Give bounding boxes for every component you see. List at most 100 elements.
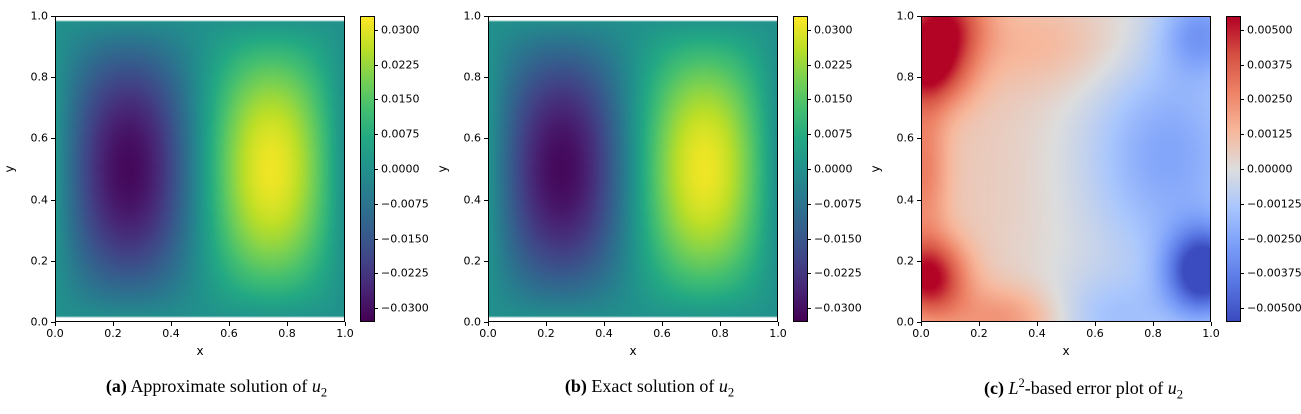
y-tick-label: 0.0 [463,315,482,329]
colorbar-tick-mark [375,99,378,101]
x-tick-mark [345,322,346,326]
y-tick-mark [51,260,55,262]
caption-var: u [1167,378,1177,398]
colorbar-tick-mark [375,308,378,310]
caption-var: u [311,376,321,396]
x-tick-label: 0.4 [162,327,180,340]
y-tick-label: 0.6 [896,131,915,145]
x-tick-mark [55,322,56,326]
x-tick-mark [229,322,230,326]
x-tick-mark [604,322,605,326]
y-tick-label: 0.2 [30,254,49,268]
x-tick-mark [546,322,547,326]
colorbar-tick-label: −0.00125 [1247,197,1301,211]
colorbar-tick-label: −0.00375 [1247,266,1301,280]
y-tick-label: 1.0 [463,9,482,23]
y-tick-label: 0.6 [30,131,49,145]
x-tick-label: 0.6 [220,327,238,340]
colorbar-tick-mark [375,169,378,170]
x-tick-label: 0.4 [595,327,613,340]
colorbar-canvas [1227,17,1240,321]
colorbar-tick-mark [375,29,378,31]
x-tick-mark [662,322,663,326]
colorbar-tick-label: −0.0150 [381,232,429,246]
heatmap-canvas [56,17,344,321]
x-tick-mark [287,322,288,326]
x-tick-mark [979,322,980,326]
colorbar-tick-label: 0.0300 [814,23,853,37]
colorbar-tick-label: −0.0075 [814,197,862,211]
x-tick-label: 0.0 [912,327,930,340]
y-tick-label: 0.4 [463,193,482,207]
colorbar-tick-label: 0.0075 [381,127,420,141]
colorbar-tick-mark [1241,203,1244,205]
y-axis-label: y [868,165,883,173]
x-tick-label: 0.8 [711,327,729,340]
x-axis-label: x [196,344,204,358]
caption-text: Exact solution of [591,376,715,396]
colorbar-tick-mark [1241,308,1244,310]
colorbar [1226,16,1241,322]
y-tick-label: 0.0 [30,315,49,329]
colorbar-tick-label: 0.0150 [814,92,853,106]
x-tick-label: 0.6 [653,327,671,340]
x-tick-label: 0.4 [1028,327,1046,340]
caption-text: Approximate solution of [130,376,308,396]
colorbar-tick-mark [808,64,811,66]
x-tick-mark [1211,322,1212,326]
caption-text: -based error plot of [1024,378,1164,398]
y-tick-label: 0.2 [896,254,915,268]
caption-label: (b) [564,376,587,396]
x-tick-mark [1095,322,1096,326]
colorbar-tick-label: 0.0225 [814,58,853,72]
colorbar-tick-label: 0.00000 [1247,162,1293,176]
colorbar-tick-mark [375,134,378,136]
colorbar-tick-label: −0.0225 [381,266,429,280]
x-tick-label: 0.2 [537,327,555,340]
y-tick-mark [484,77,488,79]
panel-exact-solution: y 0.0 0.2 0.4 0.6 0.8 1.0 0.0 0.2 0.4 0.6 0.8 1.0 … [433,0,866,414]
panel-approximate-solution: y 0.0 0.2 0.4 0.6 0.8 1.0 0.0 0.2 0.4 0.6 0.8 1.0 … [0,0,433,414]
colorbar-tick-label: 0.00500 [1247,23,1293,37]
y-tick-mark [51,322,55,323]
y-tick-label: 1.0 [30,9,49,23]
y-tick-label: 0.6 [463,131,482,145]
colorbar-tick-mark [1241,169,1244,170]
y-tick-mark [917,322,921,323]
y-tick-mark [51,199,55,201]
axes-frame [921,16,1211,322]
y-tick-label: 0.0 [896,315,915,329]
axes-frame [55,16,345,322]
y-tick-mark [484,138,488,140]
colorbar-tick-mark [375,273,378,275]
colorbar-tick-label: 0.00250 [1247,92,1293,106]
colorbar-tick-label: 0.0075 [814,127,853,141]
caption-var-sub: 2 [1176,387,1184,402]
axes-frame [488,16,778,322]
panel-error-plot: y 0.0 0.2 0.4 0.6 0.8 1.0 0.0 0.2 0.4 0.6 0.8 1.0 … [866,0,1301,414]
colorbar-tick-mark [1241,273,1244,275]
x-tick-label: 0.0 [46,327,64,340]
x-tick-mark [171,322,172,326]
y-axis-label: y [435,165,450,173]
colorbar-tick-mark [375,64,378,66]
y-tick-mark [917,77,921,79]
y-tick-mark [484,16,488,17]
colorbar-tick-mark [808,273,811,275]
colorbar-tick-mark [1241,238,1244,240]
colorbar-tick-label: 0.0000 [814,162,853,176]
x-tick-mark [1153,322,1154,326]
x-tick-label: 0.6 [1086,327,1104,340]
caption-var-sub: 2 [320,385,328,400]
x-axis-label: x [629,344,637,358]
x-tick-mark [720,322,721,326]
colorbar-tick-mark [375,238,378,240]
x-tick-label: 1.0 [769,327,787,340]
x-tick-label: 0.2 [970,327,988,340]
y-tick-label: 0.8 [30,70,49,84]
y-tick-mark [917,199,921,201]
colorbar-tick-label: −0.0225 [814,266,862,280]
heatmap-canvas [489,17,777,321]
